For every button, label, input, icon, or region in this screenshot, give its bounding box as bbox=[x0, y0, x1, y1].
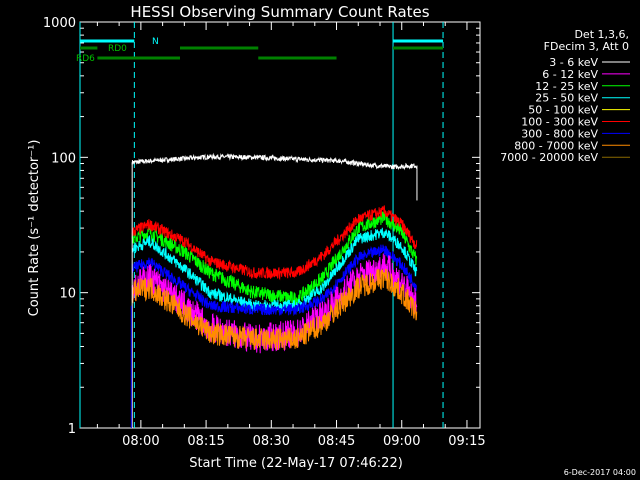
x-axis-label: Start Time (22-May-17 07:46:22) bbox=[189, 456, 403, 471]
y-tick-label: 10 bbox=[59, 287, 76, 302]
x-tick-label: 08:45 bbox=[318, 434, 355, 449]
chart-title: HESSI Observing Summary Count Rates bbox=[130, 3, 429, 21]
plot-area: 1 10 100 1000 08:00 08:15 08:30 08:45 09:00 09:15… bbox=[43, 16, 630, 449]
series-line bbox=[131, 210, 418, 307]
x-tick-label: 08:15 bbox=[187, 434, 224, 449]
legend-label: 3 - 6 keV bbox=[549, 56, 598, 69]
x-tick-label: 08:30 bbox=[253, 434, 290, 449]
legend-label: 25 - 50 keV bbox=[535, 92, 598, 105]
series-line bbox=[131, 268, 418, 351]
y-tick-label: 1 bbox=[68, 422, 76, 437]
legend-label: 800 - 7000 keV bbox=[514, 139, 598, 152]
legend-label: 6 - 12 keV bbox=[542, 68, 598, 81]
rd0-flag-label: RD0 bbox=[108, 44, 127, 54]
night-flag-label: N bbox=[152, 37, 159, 47]
series-line bbox=[131, 244, 418, 316]
legend-header-2: FDecim 3, Att 0 bbox=[544, 40, 629, 53]
legend-label: 100 - 300 keV bbox=[521, 116, 598, 129]
rd6-flag-label: RD6 bbox=[76, 54, 95, 64]
x-tick-label: 09:15 bbox=[448, 434, 485, 449]
x-tick-label: 09:00 bbox=[383, 434, 420, 449]
legend-label: 50 - 100 keV bbox=[528, 104, 598, 117]
footer-date: 6-Dec-2017 04:00 bbox=[564, 468, 636, 477]
series-line bbox=[131, 205, 418, 281]
series-line bbox=[131, 152, 418, 171]
legend-label: 12 - 25 keV bbox=[535, 80, 598, 93]
y-axis-label: Count Rate (s⁻¹ detector⁻¹) bbox=[27, 140, 42, 317]
y-tick-label: 1000 bbox=[43, 16, 76, 31]
legend-label: 300 - 800 keV bbox=[521, 127, 598, 140]
x-tick-label: 08:00 bbox=[122, 434, 159, 449]
series-line bbox=[132, 227, 418, 313]
legend-header-1: Det 1,3,6, bbox=[574, 28, 629, 41]
y-tick-label: 100 bbox=[51, 151, 76, 166]
legend-label: 7000 - 20000 keV bbox=[500, 151, 598, 164]
